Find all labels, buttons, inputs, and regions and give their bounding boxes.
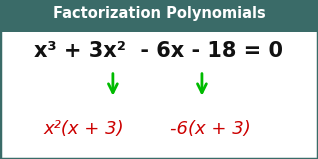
Text: Factorization Polynomials: Factorization Polynomials	[52, 6, 266, 21]
FancyBboxPatch shape	[0, 0, 318, 32]
Text: x²(x + 3): x²(x + 3)	[44, 120, 125, 138]
Text: -6(x + 3): -6(x + 3)	[169, 120, 250, 138]
Text: x³ + 3x²  - 6x - 18 = 0: x³ + 3x² - 6x - 18 = 0	[34, 41, 284, 61]
